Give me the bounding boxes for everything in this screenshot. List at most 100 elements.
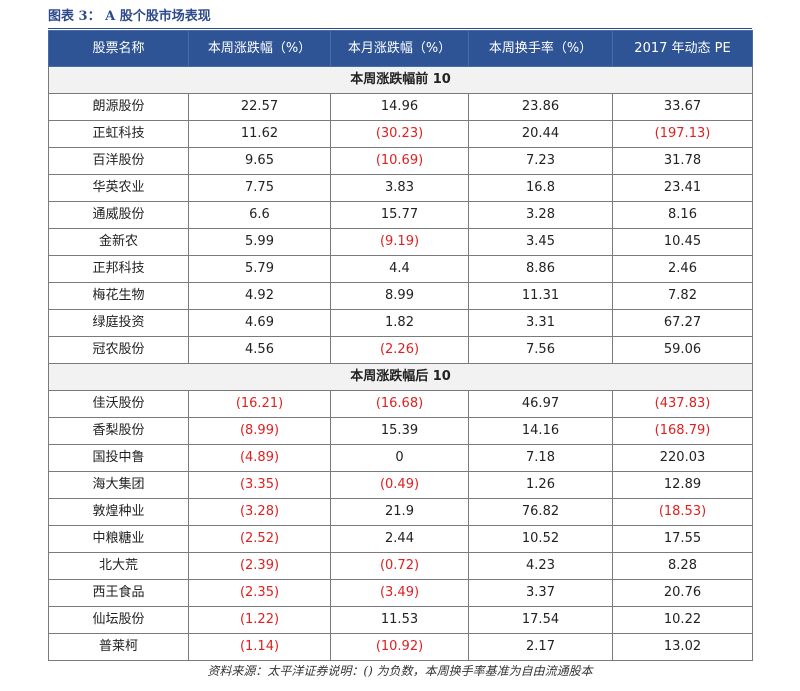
monthly-change-cell: 4.4 — [330, 255, 469, 283]
dynamic-pe-cell: 7.82 — [612, 282, 753, 310]
table-row: 正虹科技 11.62 (30.23) 20.44 (197.13) — [48, 120, 753, 148]
stock-name-cell: 佳沃股份 — [48, 390, 189, 418]
weekly-turnover-cell: 3.28 — [468, 201, 613, 229]
dynamic-pe-cell: 8.28 — [612, 552, 753, 580]
table-row: 通威股份 6.6 15.77 3.28 8.16 — [48, 201, 753, 229]
weekly-turnover-cell: 3.45 — [468, 228, 613, 256]
weekly-change-cell: 5.99 — [188, 228, 331, 256]
figure-caption: 图表 3： A 股个股市场表现 — [48, 8, 752, 29]
stock-name-cell: 通威股份 — [48, 201, 189, 229]
section-title: 本周涨跌幅后 10 — [48, 363, 753, 391]
weekly-turnover-cell: 23.86 — [468, 93, 613, 121]
monthly-change-cell: 2.44 — [330, 525, 469, 553]
monthly-change-cell: 14.96 — [330, 93, 469, 121]
monthly-change-cell: (10.69) — [330, 147, 469, 175]
monthly-change-cell: 15.39 — [330, 417, 469, 445]
table-row: 西王食品 (2.35) (3.49) 3.37 20.76 — [48, 579, 753, 607]
weekly-change-cell: (16.21) — [188, 390, 331, 418]
monthly-change-cell: 8.99 — [330, 282, 469, 310]
weekly-turnover-cell: 7.23 — [468, 147, 613, 175]
weekly-turnover-cell: 7.56 — [468, 336, 613, 364]
weekly-turnover-cell: 4.23 — [468, 552, 613, 580]
table-row: 敦煌种业 (3.28) 21.9 76.82 (18.53) — [48, 498, 753, 526]
weekly-turnover-cell: 8.86 — [468, 255, 613, 283]
section-header-row: 本周涨跌幅前 10 — [48, 66, 753, 94]
weekly-change-cell: 11.62 — [188, 120, 331, 148]
stock-name-cell: 中粮糖业 — [48, 525, 189, 553]
stock-performance-table: 股票名称 本周涨跌幅（%） 本月涨跌幅（%） 本周换手率（%） 2017 年动态… — [48, 30, 753, 661]
dynamic-pe-cell: (168.79) — [612, 417, 753, 445]
dynamic-pe-cell: 2.46 — [612, 255, 753, 283]
header-dynamic-pe: 2017 年动态 PE — [612, 30, 753, 67]
monthly-change-cell: (10.92) — [330, 633, 469, 661]
section-title: 本周涨跌幅前 10 — [48, 66, 753, 94]
stock-name-cell: 金新农 — [48, 228, 189, 256]
table-row: 朗源股份 22.57 14.96 23.86 33.67 — [48, 93, 753, 121]
weekly-change-cell: 6.6 — [188, 201, 331, 229]
table-row: 金新农 5.99 (9.19) 3.45 10.45 — [48, 228, 753, 256]
weekly-turnover-cell: 16.8 — [468, 174, 613, 202]
stock-name-cell: 华英农业 — [48, 174, 189, 202]
dynamic-pe-cell: (18.53) — [612, 498, 753, 526]
header-stock-name: 股票名称 — [48, 30, 189, 67]
table-row: 海大集团 (3.35) (0.49) 1.26 12.89 — [48, 471, 753, 499]
table-row: 中粮糖业 (2.52) 2.44 10.52 17.55 — [48, 525, 753, 553]
stock-name-cell: 百洋股份 — [48, 147, 189, 175]
section-header-row: 本周涨跌幅后 10 — [48, 363, 753, 391]
weekly-change-cell: (2.35) — [188, 579, 331, 607]
weekly-change-cell: (3.35) — [188, 471, 331, 499]
weekly-change-cell: (3.28) — [188, 498, 331, 526]
weekly-turnover-cell: 3.37 — [468, 579, 613, 607]
monthly-change-cell: (3.49) — [330, 579, 469, 607]
dynamic-pe-cell: 33.67 — [612, 93, 753, 121]
stock-name-cell: 绿庭投资 — [48, 309, 189, 337]
monthly-change-cell: 15.77 — [330, 201, 469, 229]
dynamic-pe-cell: 8.16 — [612, 201, 753, 229]
dynamic-pe-cell: 13.02 — [612, 633, 753, 661]
weekly-change-cell: (2.39) — [188, 552, 331, 580]
monthly-change-cell: 1.82 — [330, 309, 469, 337]
table-row: 北大荒 (2.39) (0.72) 4.23 8.28 — [48, 552, 753, 580]
monthly-change-cell: (0.72) — [330, 552, 469, 580]
weekly-turnover-cell: 46.97 — [468, 390, 613, 418]
weekly-turnover-cell: 14.16 — [468, 417, 613, 445]
weekly-turnover-cell: 17.54 — [468, 606, 613, 634]
table-row: 佳沃股份 (16.21) (16.68) 46.97 (437.83) — [48, 390, 753, 418]
stock-name-cell: 普莱柯 — [48, 633, 189, 661]
dynamic-pe-cell: 10.22 — [612, 606, 753, 634]
weekly-turnover-cell: 20.44 — [468, 120, 613, 148]
weekly-turnover-cell: 2.17 — [468, 633, 613, 661]
stock-name-cell: 梅花生物 — [48, 282, 189, 310]
dynamic-pe-cell: 59.06 — [612, 336, 753, 364]
weekly-change-cell: (4.89) — [188, 444, 331, 472]
table-row: 梅花生物 4.92 8.99 11.31 7.82 — [48, 282, 753, 310]
weekly-change-cell: 7.75 — [188, 174, 331, 202]
weekly-change-cell: (1.22) — [188, 606, 331, 634]
table-row: 冠农股份 4.56 (2.26) 7.56 59.06 — [48, 336, 753, 364]
header-weekly-turnover: 本周换手率（%） — [468, 30, 613, 67]
header-monthly-change: 本月涨跌幅（%） — [330, 30, 469, 67]
weekly-turnover-cell: 10.52 — [468, 525, 613, 553]
stock-name-cell: 香梨股份 — [48, 417, 189, 445]
dynamic-pe-cell: (197.13) — [612, 120, 753, 148]
monthly-change-cell: (30.23) — [330, 120, 469, 148]
stock-name-cell: 海大集团 — [48, 471, 189, 499]
weekly-turnover-cell: 11.31 — [468, 282, 613, 310]
weekly-change-cell: (2.52) — [188, 525, 331, 553]
table-row: 仙坛股份 (1.22) 11.53 17.54 10.22 — [48, 606, 753, 634]
table-row: 国投中鲁 (4.89) 0 7.18 220.03 — [48, 444, 753, 472]
monthly-change-cell: (9.19) — [330, 228, 469, 256]
table-row: 香梨股份 (8.99) 15.39 14.16 (168.79) — [48, 417, 753, 445]
header-weekly-change: 本周涨跌幅（%） — [188, 30, 331, 67]
dynamic-pe-cell: 20.76 — [612, 579, 753, 607]
weekly-turnover-cell: 1.26 — [468, 471, 613, 499]
weekly-change-cell: 5.79 — [188, 255, 331, 283]
stock-name-cell: 朗源股份 — [48, 93, 189, 121]
monthly-change-cell: 0 — [330, 444, 469, 472]
stock-name-cell: 国投中鲁 — [48, 444, 189, 472]
monthly-change-cell: 11.53 — [330, 606, 469, 634]
table-row: 普莱柯 (1.14) (10.92) 2.17 13.02 — [48, 633, 753, 661]
monthly-change-cell: (2.26) — [330, 336, 469, 364]
table-header-row: 股票名称 本周涨跌幅（%） 本月涨跌幅（%） 本周换手率（%） 2017 年动态… — [48, 30, 753, 67]
dynamic-pe-cell: 23.41 — [612, 174, 753, 202]
